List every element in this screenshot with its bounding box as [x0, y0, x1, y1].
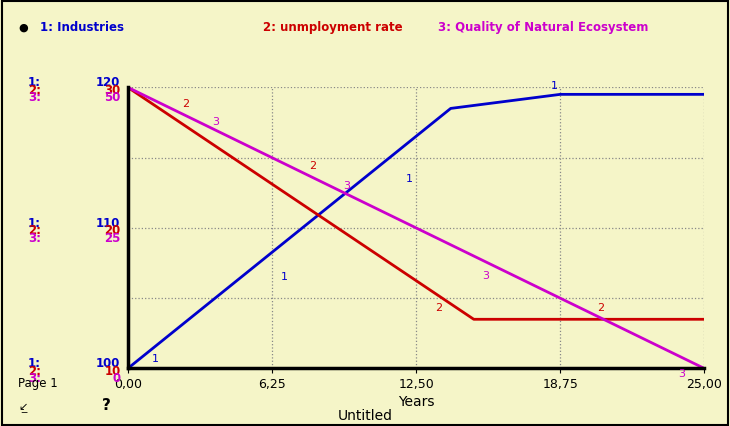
Text: 1: Industries: 1: Industries: [40, 21, 124, 34]
Text: 1:: 1:: [28, 76, 41, 89]
X-axis label: Years: Years: [398, 395, 434, 409]
Text: 3: Quality of Natural Ecosystem: 3: Quality of Natural Ecosystem: [438, 21, 648, 34]
Text: 1: 1: [551, 81, 558, 91]
Text: 1:: 1:: [28, 357, 41, 370]
Text: 3:: 3:: [28, 232, 41, 245]
Text: 110: 110: [96, 217, 120, 230]
Text: 10: 10: [104, 365, 120, 378]
Text: 3: 3: [343, 181, 350, 191]
Text: 2: 2: [182, 99, 189, 109]
Text: 2:: 2:: [28, 365, 41, 378]
Text: 0: 0: [112, 372, 120, 385]
Text: 100: 100: [96, 357, 120, 370]
Text: 1: 1: [152, 354, 159, 364]
Text: 50: 50: [104, 91, 120, 104]
Text: Page 1: Page 1: [18, 377, 58, 390]
Text: 2: unmployment rate: 2: unmployment rate: [263, 21, 402, 34]
Text: Untitled: Untitled: [337, 409, 393, 423]
Text: ?: ?: [102, 398, 111, 413]
Text: 2: 2: [309, 161, 316, 171]
Text: ↙̲: ↙̲: [18, 403, 28, 413]
Text: ●: ●: [18, 23, 28, 33]
Text: 20: 20: [104, 224, 120, 237]
Text: 3:: 3:: [28, 91, 41, 104]
Text: 30: 30: [104, 83, 120, 97]
Text: 3:: 3:: [28, 372, 41, 385]
Text: 2: 2: [597, 303, 604, 313]
Text: 120: 120: [96, 76, 120, 89]
Text: 3: 3: [212, 117, 219, 127]
Text: 2:: 2:: [28, 83, 41, 97]
Text: 2: 2: [436, 303, 442, 313]
Text: 25: 25: [104, 232, 120, 245]
Text: 1:: 1:: [28, 217, 41, 230]
Text: 1: 1: [281, 272, 288, 282]
Text: 3: 3: [482, 271, 489, 281]
Text: 2:: 2:: [28, 224, 41, 237]
Text: 1: 1: [406, 174, 412, 184]
Text: 3: 3: [678, 369, 685, 379]
